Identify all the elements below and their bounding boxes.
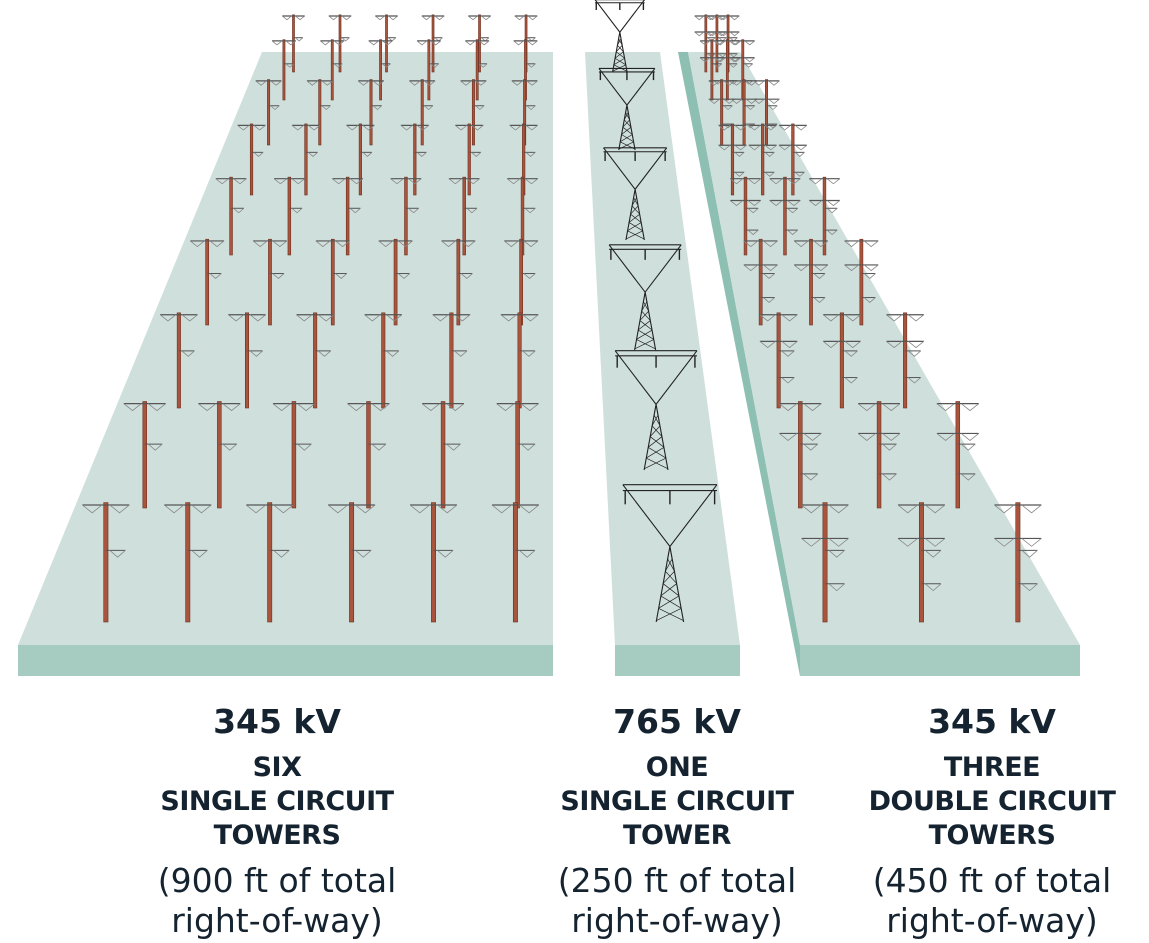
pole bbox=[1016, 503, 1020, 622]
pole bbox=[250, 124, 253, 195]
pole bbox=[472, 80, 474, 145]
description-line: DOUBLE CIRCUIT bbox=[869, 786, 1117, 817]
pole bbox=[743, 80, 745, 145]
middle-strip-edge bbox=[615, 645, 740, 676]
right-strip bbox=[688, 52, 1080, 645]
description-line: ONE bbox=[646, 752, 709, 783]
pole bbox=[457, 239, 460, 325]
pole bbox=[245, 313, 248, 408]
pole bbox=[520, 239, 523, 325]
pole bbox=[720, 80, 722, 145]
pole bbox=[367, 402, 371, 508]
pole bbox=[956, 402, 960, 508]
pole bbox=[431, 503, 435, 622]
pole bbox=[394, 239, 397, 325]
pole bbox=[370, 80, 372, 145]
description-line: TOWER bbox=[623, 820, 732, 851]
pole bbox=[379, 40, 381, 100]
pole bbox=[777, 313, 780, 408]
pole bbox=[268, 503, 272, 622]
pole bbox=[784, 177, 787, 255]
pole bbox=[292, 402, 296, 508]
infographic: 345 kVSIXSINGLE CIRCUITTOWERS(900 ft of … bbox=[0, 0, 1149, 943]
description-line: TOWERS bbox=[929, 820, 1056, 851]
note-line: (250 ft of total bbox=[558, 861, 797, 900]
pole bbox=[919, 503, 923, 622]
pole bbox=[516, 402, 520, 508]
voltage: 765 kV bbox=[613, 702, 741, 741]
pole bbox=[765, 80, 767, 145]
pole bbox=[405, 177, 408, 255]
description-line: SINGLE CIRCUIT bbox=[560, 786, 794, 817]
pole bbox=[823, 503, 827, 622]
voltage: 345 kV bbox=[928, 702, 1056, 741]
pole bbox=[513, 503, 517, 622]
pole bbox=[143, 402, 147, 508]
right-strip-edge bbox=[800, 645, 1080, 676]
pole bbox=[217, 402, 221, 508]
pole bbox=[382, 313, 385, 408]
pole bbox=[792, 124, 795, 195]
pole bbox=[711, 40, 713, 100]
pole bbox=[313, 313, 316, 408]
note-line: (900 ft of total bbox=[158, 861, 397, 900]
pole bbox=[731, 124, 734, 195]
note-line: right-of-way) bbox=[171, 901, 383, 940]
pole bbox=[840, 313, 843, 408]
pole bbox=[903, 313, 906, 408]
pole bbox=[359, 124, 362, 195]
pole bbox=[809, 239, 812, 325]
pole bbox=[288, 177, 291, 255]
description-line: TOWERS bbox=[214, 820, 341, 851]
pole bbox=[206, 239, 209, 325]
pole bbox=[877, 402, 881, 508]
note-line: (450 ft of total bbox=[873, 861, 1112, 900]
pole bbox=[428, 40, 430, 100]
pole bbox=[441, 402, 445, 508]
pole bbox=[186, 503, 190, 622]
left-strip-edge bbox=[18, 645, 553, 676]
pole bbox=[331, 40, 333, 100]
pole bbox=[421, 80, 423, 145]
pole bbox=[283, 40, 285, 100]
description-line: SIX bbox=[253, 752, 302, 783]
pole bbox=[268, 239, 271, 325]
voltage: 345 kV bbox=[213, 702, 341, 741]
pole bbox=[305, 124, 308, 195]
note-line: right-of-way) bbox=[571, 901, 783, 940]
pole bbox=[860, 239, 863, 325]
pole bbox=[798, 402, 802, 508]
pole bbox=[518, 313, 521, 408]
pole bbox=[230, 177, 233, 255]
pole bbox=[267, 80, 269, 145]
description-line: SINGLE CIRCUIT bbox=[160, 786, 394, 817]
description-line: THREE bbox=[944, 752, 1040, 783]
note-line: right-of-way) bbox=[886, 901, 1098, 940]
pole bbox=[761, 124, 764, 195]
pole bbox=[331, 239, 334, 325]
pole bbox=[104, 503, 108, 622]
pole bbox=[450, 313, 453, 408]
pole bbox=[468, 124, 471, 195]
pole bbox=[177, 313, 180, 408]
pole bbox=[319, 80, 321, 145]
pole bbox=[759, 239, 762, 325]
pole bbox=[414, 124, 417, 195]
pole bbox=[726, 40, 728, 100]
pole bbox=[349, 503, 353, 622]
pole bbox=[476, 40, 478, 100]
